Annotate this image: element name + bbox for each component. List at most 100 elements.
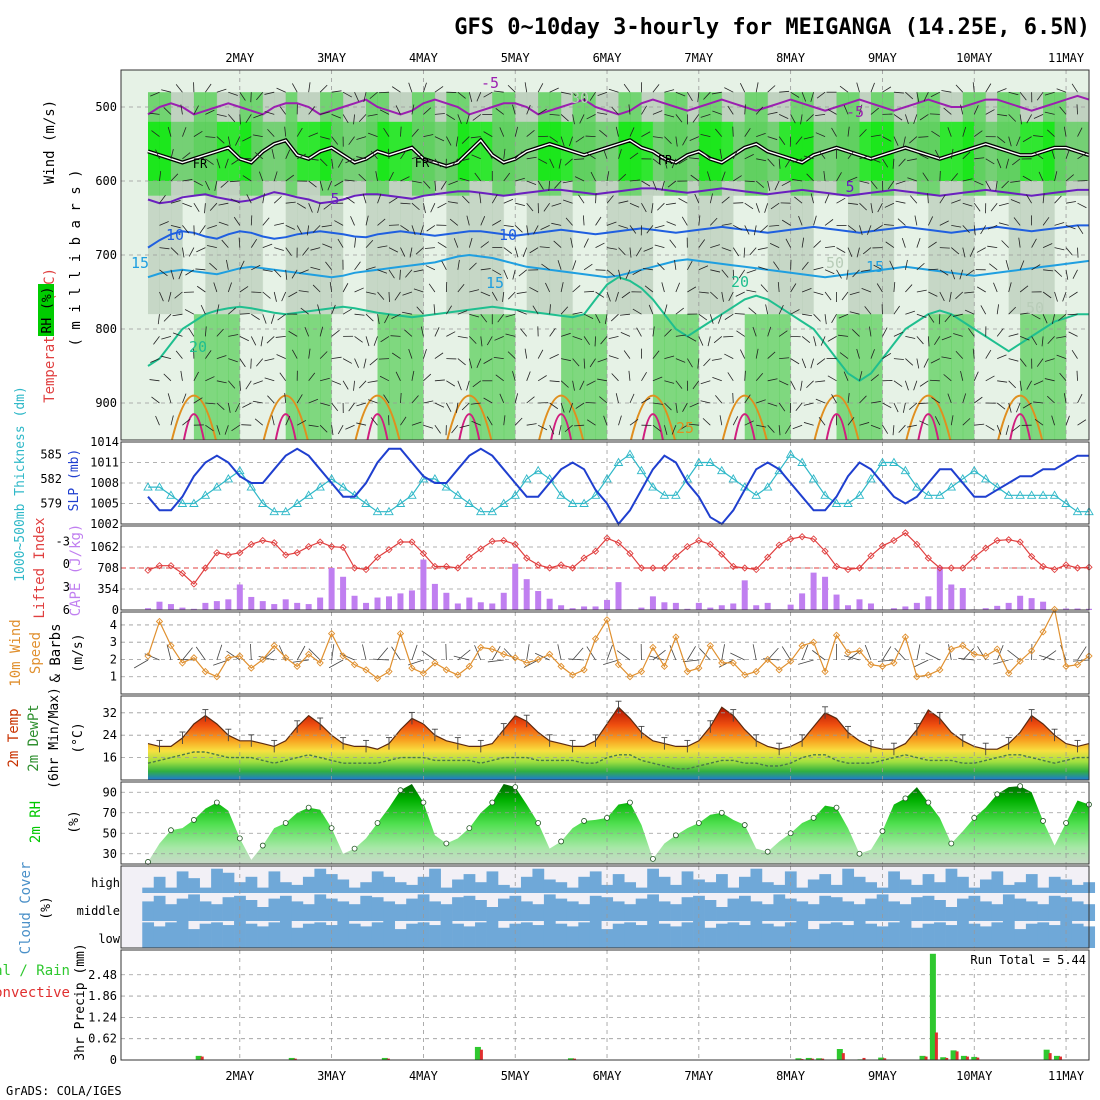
wind-marker [247,664,255,672]
wind-barb [597,112,608,115]
wind-barb [163,373,172,382]
wind-barb [1036,91,1044,101]
wind-barb [342,114,349,124]
rh-band-lower [1054,314,1067,440]
wind-barb [824,291,832,301]
rh-marker [236,835,243,842]
wind-barb [300,307,309,315]
wind-marker [832,631,841,639]
wind-barb [205,350,212,359]
cape-bar [822,576,829,610]
rh-band-mid [1031,195,1044,315]
wind-barb [882,136,892,142]
cloud-middle-cell [830,897,843,921]
wind-barb [264,111,275,115]
cape-tick-label: 0 [112,603,119,617]
wind-barb [572,114,575,125]
cloud-low-cell [406,923,418,948]
wind-barb [362,193,367,204]
cloud-middle-cell [498,898,510,921]
wind-barb [964,291,975,294]
wind-barb [675,114,683,123]
li-marker [465,553,473,561]
cloud-high-cell [520,876,533,893]
wind-barb [902,402,906,413]
wind-barb [1022,136,1032,143]
precip-total-bar [805,1057,812,1060]
surface-barb [925,652,940,661]
rh-fill [148,784,1089,864]
wind-barb [990,202,998,212]
wind-marker [649,643,657,652]
rh-band-core [446,121,459,181]
date-axis-top: 2MAY 3MAY 4MAY 5MAY 6MAY 7MAY 8MAY 9MAY 10MAY 11M… [225,51,1085,65]
wind-barb [595,291,605,298]
wind-barb [285,415,291,426]
wind-barb [1063,126,1067,137]
wind-barb [319,351,328,359]
cloud-low-cell [188,929,200,948]
wind-barb [532,305,539,315]
wind-barb [331,380,342,385]
cloud-middle-cell [257,907,269,921]
wind-barb [517,310,527,315]
li-marker [454,564,462,572]
wind-barb [996,402,1006,410]
wind-barb [732,247,740,257]
wind-barb [1041,336,1044,347]
rh-band-lower [629,314,642,440]
rh-band-mid [951,195,964,315]
cloud-low-cell [383,921,396,948]
li-marker [144,566,152,574]
wind-barb [1031,313,1041,320]
wind-barb [1065,225,1076,230]
wind-barb [773,261,780,271]
li-marker [832,562,841,571]
thickness-marker [625,449,635,458]
wind-barb [930,91,940,98]
axis-title-wind10m: 10m Wind [8,619,24,686]
cloud-low-cell [566,926,579,948]
li-marker [821,547,829,555]
wind-marker [798,642,806,650]
li-marker [901,529,910,537]
wind-barb [543,202,550,212]
wind-barb [553,240,562,248]
wind-barb [578,194,585,204]
rh-band-mid [744,195,757,315]
wind-barb [395,371,401,381]
wind-barb [846,269,849,280]
rh-band-mid [721,195,734,315]
wind-marker [844,648,852,657]
li-marker [1050,565,1059,574]
wind-barb [325,261,332,271]
cape-bar [845,605,852,610]
wind-barb [913,380,918,391]
wind-barb [304,326,310,337]
rh-band-lower [962,314,975,440]
cloud-middle-cell [853,904,866,921]
wind-marker [947,645,955,653]
wind-marker [419,669,428,677]
rh-band-core [664,121,677,181]
cape-bar [615,582,622,610]
wind-barb [629,418,639,426]
wind-marker [155,617,164,626]
wind-barb [193,105,199,115]
wind-barb [331,425,334,436]
wind-barb [574,424,585,427]
contour-label: 10 [499,226,517,244]
surface-barb [1042,650,1057,661]
li-marker [568,564,577,572]
wind-marker [603,616,611,624]
wind-barb [862,247,872,255]
thickness-marker [361,498,371,507]
warm-contour [721,394,768,441]
wind-barb [665,202,676,205]
precip-conv-bar [955,1051,959,1060]
cloud-low-cell [589,921,602,948]
wind-marker [431,659,439,667]
wind-barb [170,415,174,426]
wind-marker [591,635,600,643]
rh-band-lower [870,314,883,440]
